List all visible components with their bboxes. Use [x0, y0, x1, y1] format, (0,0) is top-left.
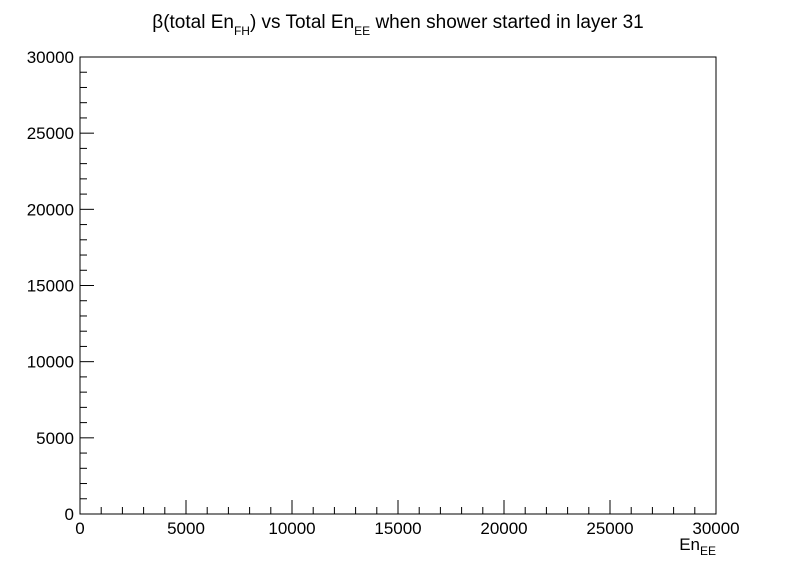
x-tick-label: 20000	[480, 519, 527, 538]
x-axis-title-base: En	[679, 535, 700, 554]
y-tick-label: 15000	[27, 277, 74, 296]
y-tick-label: 25000	[27, 124, 74, 143]
x-tick-label: 25000	[586, 519, 633, 538]
y-tick-label: 0	[65, 505, 74, 524]
x-axis-title-sub: EE	[700, 544, 716, 558]
title-sub2: EE	[354, 24, 370, 38]
title-sub1: FH	[234, 24, 250, 38]
x-tick-label: 5000	[167, 519, 205, 538]
title-middle: ) vs Total En	[250, 12, 354, 33]
plot-frame	[80, 57, 716, 514]
title-suffix: when shower started in layer 31	[370, 12, 644, 33]
y-axis: 0 5000 10000 15000 20000 25000 30000	[27, 48, 94, 524]
y-tick-label: 10000	[27, 353, 74, 372]
x-tick-label: 15000	[374, 519, 421, 538]
y-tick-label: 5000	[36, 429, 74, 448]
x-tick-label: 10000	[268, 519, 315, 538]
y-tick-label: 30000	[27, 48, 74, 67]
x-axis-title: EnEE	[679, 535, 716, 558]
y-tick-label: 20000	[27, 200, 74, 219]
chart-title: β(total EnFH) vs Total EnEE when shower …	[152, 12, 643, 38]
x-tick-label: 0	[75, 519, 84, 538]
x-axis: 0 5000 10000 15000 20000 25000 30000	[75, 500, 739, 538]
title-prefix: β(total En	[152, 12, 234, 33]
